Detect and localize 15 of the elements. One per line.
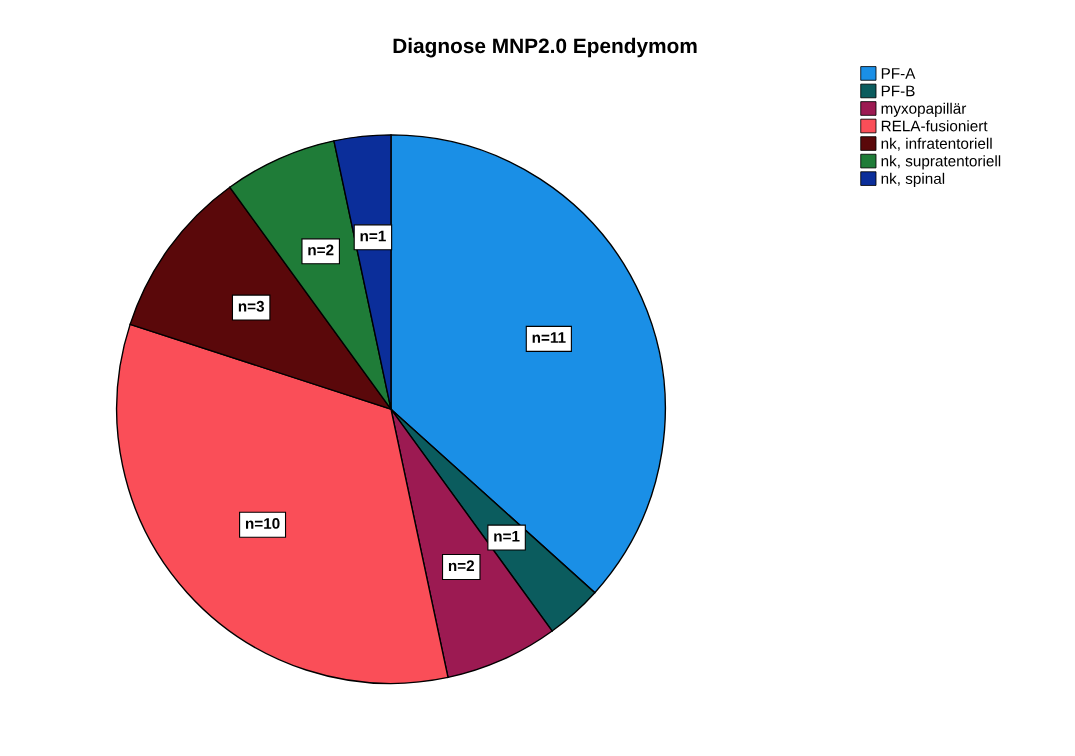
data-label: n=1 — [494, 531, 520, 542]
legend-label: PF-B — [881, 85, 915, 97]
data-label: n=3 — [238, 300, 265, 312]
data-label: n=2 — [448, 560, 475, 571]
data-label: n=2 — [308, 244, 334, 256]
legend-label: nk, supratentoriell — [881, 155, 1001, 170]
chart-title: Diagnose MNP2.0 Ependymom — [393, 37, 697, 58]
legend-label: myxopapillär — [881, 102, 967, 117]
legend-label: RELA-fusioniert — [881, 120, 988, 132]
legend-label: nk, spinal — [881, 172, 945, 188]
legend-label: PF-A — [881, 68, 916, 79]
data-label: n=10 — [245, 518, 280, 529]
data-label: n=1 — [360, 230, 386, 242]
legend-label: nk, infratentoriell — [881, 137, 992, 151]
data-label: n=11 — [532, 332, 566, 343]
